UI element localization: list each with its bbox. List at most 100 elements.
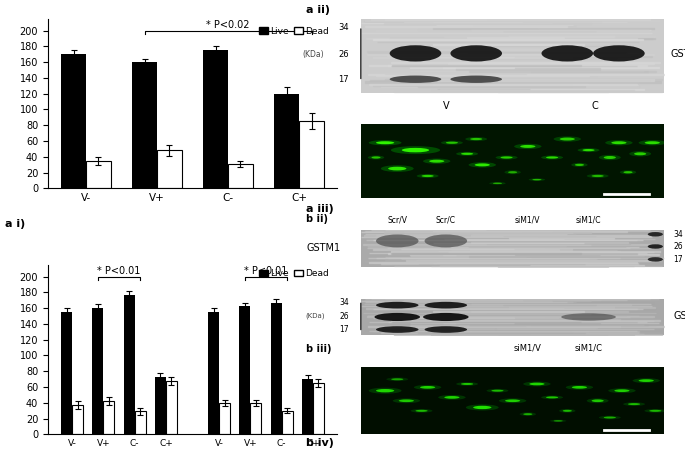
Ellipse shape	[425, 326, 467, 333]
Text: V: V	[443, 101, 449, 111]
Ellipse shape	[559, 409, 575, 413]
Ellipse shape	[489, 182, 506, 184]
Text: 26: 26	[338, 50, 349, 59]
Ellipse shape	[523, 382, 551, 386]
Text: 34: 34	[338, 23, 349, 32]
Bar	[271, 303, 282, 434]
Ellipse shape	[461, 383, 473, 385]
Text: b ii): b ii)	[306, 214, 328, 224]
Ellipse shape	[416, 174, 438, 178]
Text: b iv): b iv)	[306, 439, 334, 448]
Ellipse shape	[388, 167, 406, 170]
Ellipse shape	[441, 141, 463, 145]
Ellipse shape	[375, 313, 420, 321]
Ellipse shape	[451, 76, 502, 83]
Ellipse shape	[632, 378, 660, 383]
Ellipse shape	[429, 160, 445, 163]
Ellipse shape	[491, 389, 503, 392]
Bar	[228, 164, 253, 188]
Ellipse shape	[571, 163, 588, 167]
Ellipse shape	[638, 379, 653, 382]
Bar	[61, 54, 86, 188]
Bar	[86, 161, 111, 188]
Text: Scr/C: Scr/C	[436, 215, 456, 224]
Ellipse shape	[486, 389, 508, 392]
Ellipse shape	[469, 162, 496, 168]
Bar	[282, 410, 292, 434]
Text: siM1/C: siM1/C	[575, 344, 603, 353]
Ellipse shape	[456, 382, 478, 386]
Ellipse shape	[508, 171, 517, 173]
Ellipse shape	[423, 313, 469, 321]
Ellipse shape	[371, 156, 381, 159]
Text: 17: 17	[673, 255, 683, 264]
Bar	[155, 377, 166, 434]
Ellipse shape	[376, 389, 395, 392]
Bar	[61, 312, 72, 434]
Ellipse shape	[634, 152, 646, 155]
Ellipse shape	[608, 388, 636, 393]
Legend: Live, Dead: Live, Dead	[255, 23, 333, 39]
Ellipse shape	[648, 244, 663, 249]
Ellipse shape	[648, 232, 663, 236]
Ellipse shape	[475, 163, 490, 166]
Ellipse shape	[514, 144, 541, 149]
Bar	[166, 381, 177, 434]
Ellipse shape	[603, 417, 616, 418]
Ellipse shape	[505, 399, 520, 402]
Ellipse shape	[386, 377, 408, 381]
Legend: Live, Dead: Live, Dead	[255, 266, 333, 282]
Ellipse shape	[369, 140, 401, 145]
Ellipse shape	[402, 148, 429, 152]
Ellipse shape	[473, 406, 491, 409]
Ellipse shape	[541, 45, 593, 62]
Ellipse shape	[546, 156, 558, 159]
Ellipse shape	[499, 398, 526, 403]
Ellipse shape	[560, 138, 575, 141]
Ellipse shape	[553, 136, 581, 142]
Bar	[219, 403, 230, 434]
Ellipse shape	[630, 151, 651, 156]
Ellipse shape	[546, 396, 558, 398]
Ellipse shape	[611, 141, 627, 144]
Text: 26: 26	[339, 312, 349, 321]
Ellipse shape	[575, 164, 584, 166]
Ellipse shape	[572, 386, 587, 389]
Bar	[92, 308, 103, 434]
Text: 26: 26	[673, 242, 683, 251]
Ellipse shape	[451, 45, 502, 62]
Ellipse shape	[425, 302, 467, 309]
Ellipse shape	[645, 141, 660, 144]
Ellipse shape	[421, 175, 434, 177]
Ellipse shape	[587, 398, 608, 403]
Ellipse shape	[376, 234, 419, 248]
Bar	[124, 295, 135, 434]
Ellipse shape	[566, 385, 593, 390]
Text: GSTM2: GSTM2	[673, 311, 685, 321]
Text: siM1/V: siM1/V	[515, 215, 540, 224]
Text: a ii): a ii)	[306, 5, 330, 15]
Ellipse shape	[648, 257, 663, 262]
Text: 17: 17	[338, 75, 349, 84]
Ellipse shape	[470, 138, 482, 140]
Bar	[299, 121, 324, 188]
Ellipse shape	[414, 385, 441, 390]
Ellipse shape	[587, 174, 608, 178]
Ellipse shape	[368, 156, 384, 160]
Ellipse shape	[390, 45, 441, 62]
Ellipse shape	[416, 410, 427, 412]
Ellipse shape	[614, 389, 630, 392]
Ellipse shape	[520, 145, 536, 148]
Text: Scr/V: Scr/V	[387, 215, 408, 224]
Bar	[274, 94, 299, 188]
Ellipse shape	[376, 141, 395, 144]
Ellipse shape	[381, 165, 414, 172]
Ellipse shape	[541, 396, 563, 399]
Bar	[135, 411, 146, 434]
Ellipse shape	[410, 409, 432, 413]
Text: GSTM1: GSTM1	[306, 243, 340, 253]
Ellipse shape	[623, 171, 632, 173]
Text: (KDa): (KDa)	[305, 313, 325, 319]
Ellipse shape	[496, 156, 517, 160]
Ellipse shape	[438, 395, 466, 400]
